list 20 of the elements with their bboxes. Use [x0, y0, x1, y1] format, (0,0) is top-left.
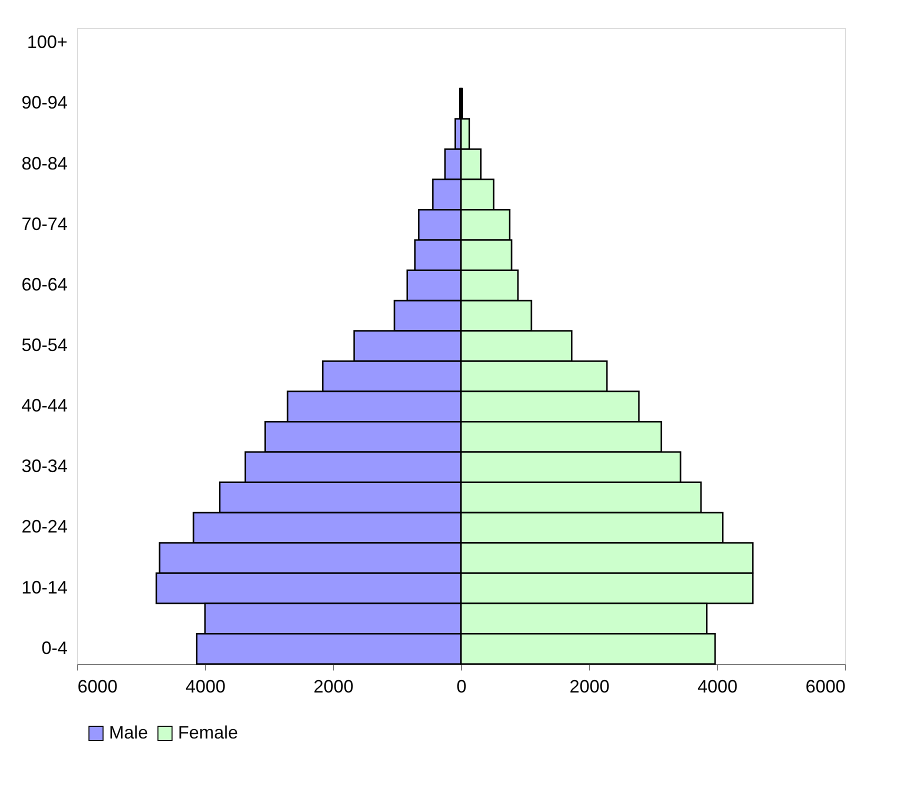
legend-label: Male: [109, 722, 148, 742]
x-tick-label: 2000: [313, 676, 354, 696]
y-tick-label: 70-74: [21, 214, 68, 234]
y-tick-label: 30-34: [21, 456, 68, 476]
y-tick-label: 90-94: [21, 92, 68, 113]
x-tick-label: 6000: [805, 676, 846, 696]
x-tick-label: 2000: [569, 676, 610, 696]
x-tick-label: 0: [456, 676, 467, 696]
legend-label: Female: [178, 722, 238, 742]
x-tick-label: 4000: [697, 676, 738, 696]
y-tick-label: 40-44: [21, 396, 68, 416]
y-tick-label: 80-84: [21, 153, 68, 174]
y-tick-label: 50-54: [21, 335, 68, 355]
y-tick-label: 20-24: [21, 516, 68, 537]
y-tick-label: 60-64: [21, 274, 68, 294]
y-tick-label: 100+: [26, 32, 68, 52]
x-tick-label: 6000: [78, 676, 118, 696]
y-tick-label: 0-4: [41, 638, 68, 658]
x-tick-label: 4000: [185, 676, 226, 696]
y-tick-label: 10-14: [21, 577, 68, 598]
